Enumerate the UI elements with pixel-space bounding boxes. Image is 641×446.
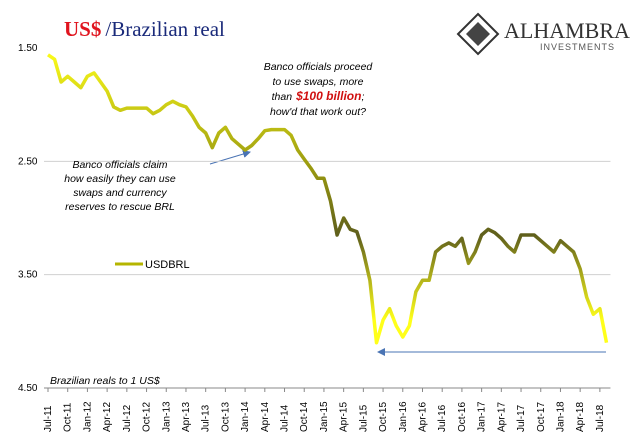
annotation: to use swaps, more <box>272 76 363 88</box>
x-tick-label: Jan-15 <box>319 401 330 432</box>
x-tick-label: Jul-12 <box>122 404 133 432</box>
x-tick-label: Jan-17 <box>477 401 488 432</box>
x-tick-label: Jul-14 <box>280 404 291 432</box>
annotation-part: $100 billion <box>295 89 361 103</box>
annotation: Banco officials claim <box>72 159 167 171</box>
x-tick-label: Apr-17 <box>496 402 507 432</box>
logo-name: ALHAMBRA <box>504 18 630 43</box>
annotation-part: than <box>272 91 293 103</box>
arrow <box>209 150 251 165</box>
x-tick-label: Apr-16 <box>417 402 428 432</box>
x-tick-label: Jul-18 <box>595 404 606 432</box>
annotation: swaps and currency <box>73 187 167 199</box>
x-tick-label: Oct-17 <box>536 402 547 432</box>
annotation: how'd that work out? <box>270 106 366 118</box>
x-tick-label: Apr-14 <box>260 402 271 432</box>
x-tick-label: Apr-18 <box>575 402 586 432</box>
x-tick-label: Jul-11 <box>43 405 54 432</box>
x-tick-label: Apr-12 <box>102 402 113 432</box>
series-line <box>47 53 609 345</box>
title-left: US$ <box>64 17 101 41</box>
x-tick-label: Jan-16 <box>398 401 409 432</box>
annotation: than $100 billion; <box>272 89 365 103</box>
x-tick-label: Oct-16 <box>457 402 468 432</box>
x-tick-label: Oct-15 <box>378 402 389 432</box>
y-tick-label: 2.50 <box>18 156 38 167</box>
annotation-part: ; <box>361 91 364 103</box>
title-right: /Brazilian real <box>105 17 225 41</box>
x-tick-label: Jan-12 <box>82 401 93 432</box>
x-tick-label: Jan-18 <box>555 401 566 432</box>
annotation: how easily they can use <box>64 173 176 185</box>
x-tick-label: Jul-16 <box>437 404 448 432</box>
annotation-part: to use swaps, more <box>272 76 363 88</box>
annotation-part: Banco officials proceed <box>264 61 374 73</box>
x-tick-label: Jul-17 <box>516 404 527 432</box>
y-tick-label: 3.50 <box>18 270 38 281</box>
y-tick-label: 1.50 <box>18 43 38 54</box>
legend-label: USDBRL <box>145 259 190 271</box>
x-tick-label: Apr-13 <box>181 402 192 432</box>
x-tick-label: Oct-14 <box>299 402 310 432</box>
x-tick-label: Jan-14 <box>240 401 251 432</box>
x-tick-label: Oct-12 <box>142 402 153 432</box>
y-tick-label: 4.50 <box>18 383 38 394</box>
annotation-part: how'd that work out? <box>270 106 366 118</box>
x-tick-label: Jul-13 <box>201 404 212 432</box>
y-label: Brazilian reals to 1 US$ <box>50 375 160 387</box>
x-tick-label: Jan-13 <box>161 401 172 432</box>
annotation: reserves to rescue BRL <box>65 201 175 213</box>
x-tick-label: Oct-11 <box>63 402 74 432</box>
annotation: Banco officials proceed <box>264 61 374 73</box>
x-tick-label: Apr-15 <box>339 402 350 432</box>
x-tick-label: Oct-13 <box>220 402 231 432</box>
x-tick-label: Jul-15 <box>358 404 369 432</box>
logo: ALHAMBRA INVESTMENTS <box>456 12 630 56</box>
logo-sub: INVESTMENTS <box>540 42 615 52</box>
